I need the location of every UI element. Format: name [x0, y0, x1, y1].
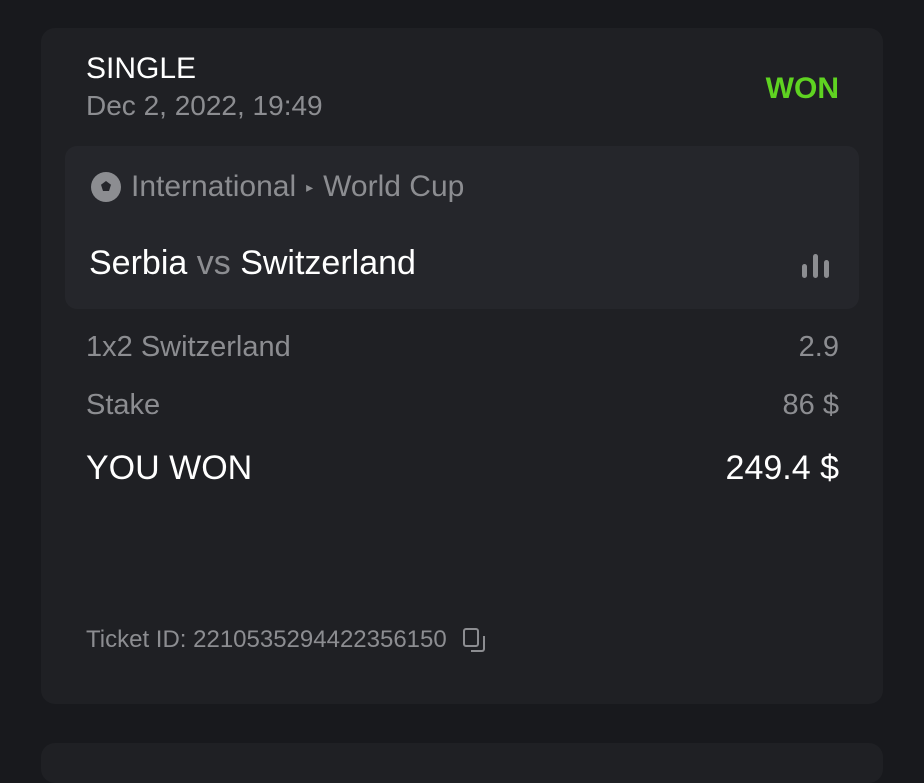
- bet-card: SINGLE Dec 2, 2022, 19:49 WON Internatio…: [41, 28, 883, 704]
- copy-icon[interactable]: [462, 628, 485, 652]
- stake-value: 86 $: [782, 389, 839, 421]
- breadcrumb: International ▸ World Cup: [91, 170, 464, 204]
- payout-row: YOU WON 249.4 $: [86, 449, 839, 488]
- next-bet-card: [41, 743, 883, 783]
- payout-label: YOU WON: [86, 449, 253, 487]
- match-title: Serbia vs Switzerland: [89, 244, 416, 283]
- payout-value: 249.4 $: [725, 449, 839, 487]
- ticket-id-label: Ticket ID: 2210535294422356150: [86, 626, 447, 653]
- selection-row: 1x2 Switzerland 2.9: [86, 331, 839, 364]
- selection-label: 1x2 Switzerland: [86, 331, 291, 363]
- stake-label: Stake: [86, 389, 161, 421]
- category-label: International: [131, 170, 297, 203]
- home-team: Serbia: [89, 244, 188, 282]
- odds-value: 2.9: [798, 331, 839, 363]
- bar-chart-icon[interactable]: [802, 252, 829, 278]
- bet-type: SINGLE: [86, 52, 197, 85]
- ticket-id: Ticket ID: 2210535294422356150: [86, 626, 485, 654]
- away-team: Switzerland: [240, 244, 416, 282]
- vs-label: vs: [196, 244, 231, 282]
- bet-date: Dec 2, 2022, 19:49: [86, 90, 323, 121]
- stake-row: Stake 86 $: [86, 389, 839, 422]
- status-badge: WON: [765, 72, 839, 105]
- soccer-ball-icon: [91, 172, 121, 202]
- event-panel[interactable]: International ▸ World Cup Serbia vs Swit…: [65, 146, 859, 309]
- league-label: World Cup: [323, 170, 465, 203]
- breadcrumb-separator-icon: ▸: [306, 178, 314, 195]
